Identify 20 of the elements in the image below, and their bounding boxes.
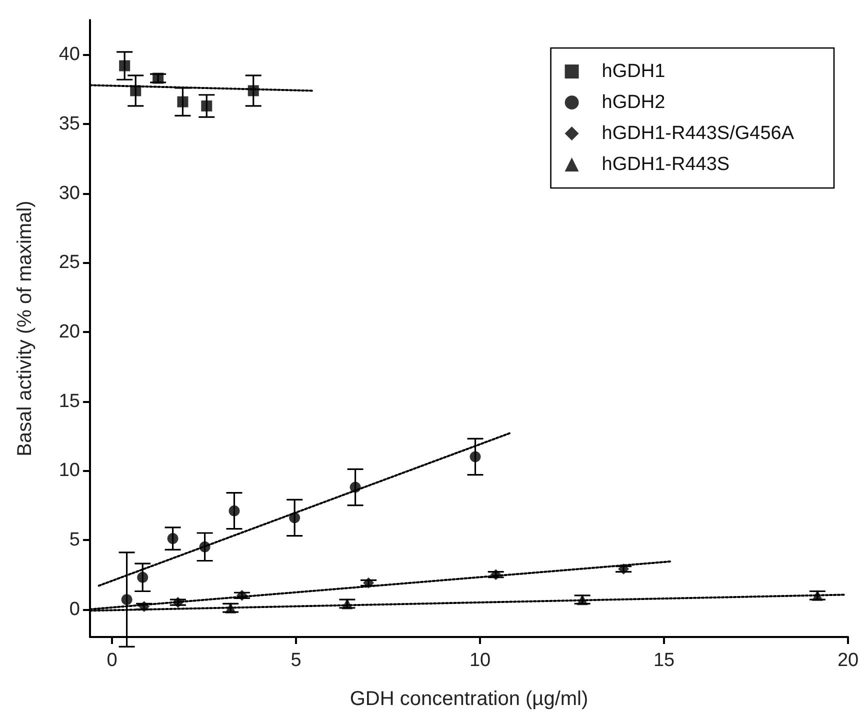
x-tick-label: 15 xyxy=(653,650,675,671)
y-tick-label: 40 xyxy=(58,44,80,66)
x-tick-label: 5 xyxy=(290,650,302,671)
y-axis-title: Basal activity (% of maximal) xyxy=(14,200,36,456)
y-tick-label: 15 xyxy=(58,390,80,412)
y-tick-label: 35 xyxy=(58,113,80,134)
legend-label: hGDH1 xyxy=(602,61,666,82)
x-tick-label: 10 xyxy=(469,650,491,671)
y-tick-label: 25 xyxy=(58,252,80,274)
y-tick-label: 5 xyxy=(69,529,80,550)
legend-label: hGDH2 xyxy=(602,92,666,113)
legend-label: hGDH1-R443S/G456A xyxy=(602,123,794,144)
y-tick-label: 10 xyxy=(58,460,80,482)
legend-label: hGDH1-R443S xyxy=(602,154,730,175)
x-tick-label: 20 xyxy=(837,650,859,671)
y-tick-label: 30 xyxy=(58,182,80,204)
y-tick-label: 0 xyxy=(69,598,80,620)
y-tick-label: 20 xyxy=(58,321,80,342)
x-tick-label: 0 xyxy=(106,650,118,671)
x-axis-title: GDH concentration (µg/ml) xyxy=(350,688,588,710)
